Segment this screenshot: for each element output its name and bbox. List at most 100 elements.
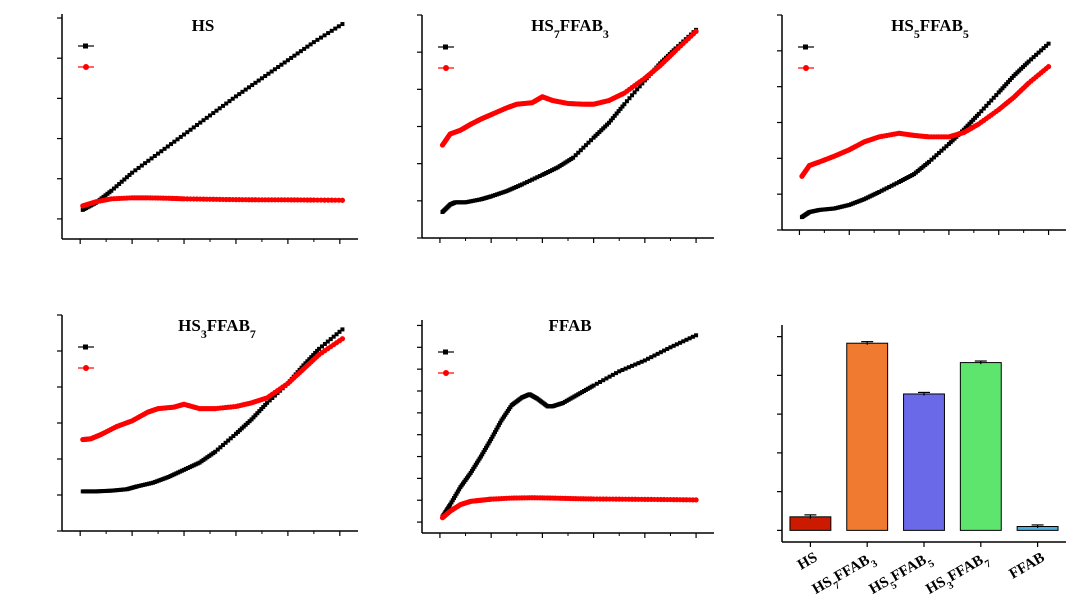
data-point (452, 496, 457, 501)
data-point (302, 46, 307, 51)
data-point (220, 103, 225, 108)
data-point (311, 353, 316, 358)
data-point (331, 334, 336, 339)
bar (959, 362, 1002, 531)
data-point (133, 168, 138, 173)
data-point (630, 363, 635, 368)
data-point (498, 420, 503, 425)
data-point (313, 350, 318, 355)
x-tick-label: HS (795, 550, 820, 574)
data-point (305, 44, 310, 49)
data-point (633, 362, 638, 367)
data-point (639, 359, 644, 364)
data-point (309, 355, 314, 360)
data-point (326, 31, 331, 36)
data-point (214, 108, 219, 113)
data-point (332, 197, 338, 203)
data-point (182, 132, 187, 137)
data-point (1031, 55, 1036, 60)
data-point (495, 425, 500, 430)
data-point (616, 109, 621, 114)
legend-marker (443, 370, 449, 376)
data-point (939, 148, 944, 153)
data-point (314, 197, 321, 203)
data-point (527, 178, 532, 183)
data-point (477, 456, 482, 461)
data-point (475, 460, 480, 465)
data-point (604, 376, 609, 381)
data-point (231, 434, 236, 439)
data-point (257, 409, 262, 414)
data-point (581, 145, 586, 150)
data-point (684, 337, 689, 342)
data-point (139, 163, 144, 168)
data-point (486, 441, 491, 446)
data-point (201, 118, 206, 123)
data-point (665, 346, 670, 351)
data-point (303, 361, 308, 366)
data-point (491, 432, 496, 437)
data-point (522, 181, 527, 186)
panel-a: HS (57, 14, 358, 244)
data-point (468, 470, 473, 475)
data-point (165, 144, 170, 149)
legend-marker (443, 65, 449, 71)
data-point (339, 197, 346, 203)
data-point (282, 60, 287, 65)
data-point (640, 81, 645, 86)
data-point (586, 140, 591, 145)
data-point (178, 134, 183, 139)
data-point (630, 93, 635, 98)
data-point (998, 88, 1003, 93)
data-point (678, 340, 683, 345)
data-point (198, 120, 203, 125)
data-point (887, 185, 892, 189)
series-loss (80, 336, 346, 443)
data-point (530, 177, 535, 182)
data-point (693, 28, 699, 34)
data-point (532, 176, 537, 181)
data-point (519, 182, 524, 187)
data-point (606, 120, 611, 125)
chart-title: HS7FFAB3 (531, 16, 609, 41)
data-point (227, 99, 232, 104)
data-point (195, 122, 200, 127)
data-point (122, 177, 127, 182)
data-point (944, 144, 949, 149)
bar (789, 516, 832, 531)
data-point (929, 157, 934, 162)
data-point (111, 186, 116, 191)
legend-marker (443, 44, 448, 50)
data-point (614, 371, 619, 376)
data-point (627, 96, 632, 101)
data-point (321, 197, 328, 203)
data-point (996, 90, 1001, 95)
series-storage (799, 41, 1051, 220)
data-point (449, 500, 454, 505)
data-point (594, 381, 599, 386)
data-point (149, 156, 154, 161)
series-line (801, 66, 1049, 177)
data-point (261, 404, 266, 409)
data-point (124, 175, 129, 180)
data-point (276, 64, 281, 69)
data-point (340, 22, 345, 27)
data-point (259, 407, 264, 412)
data-point (453, 493, 458, 498)
data-point (226, 438, 231, 443)
data-point (217, 106, 222, 111)
data-point (279, 62, 284, 67)
data-point (576, 150, 581, 155)
data-point (223, 440, 228, 445)
data-point (251, 415, 256, 420)
data-point (979, 109, 984, 114)
data-point (583, 143, 588, 148)
data-point (612, 113, 617, 118)
data-point (117, 182, 122, 187)
data-point (991, 95, 996, 100)
data-point (984, 103, 989, 108)
panel-d: HS3FFAB7 (57, 314, 358, 536)
data-point (211, 111, 216, 116)
data-point (1007, 78, 1012, 83)
